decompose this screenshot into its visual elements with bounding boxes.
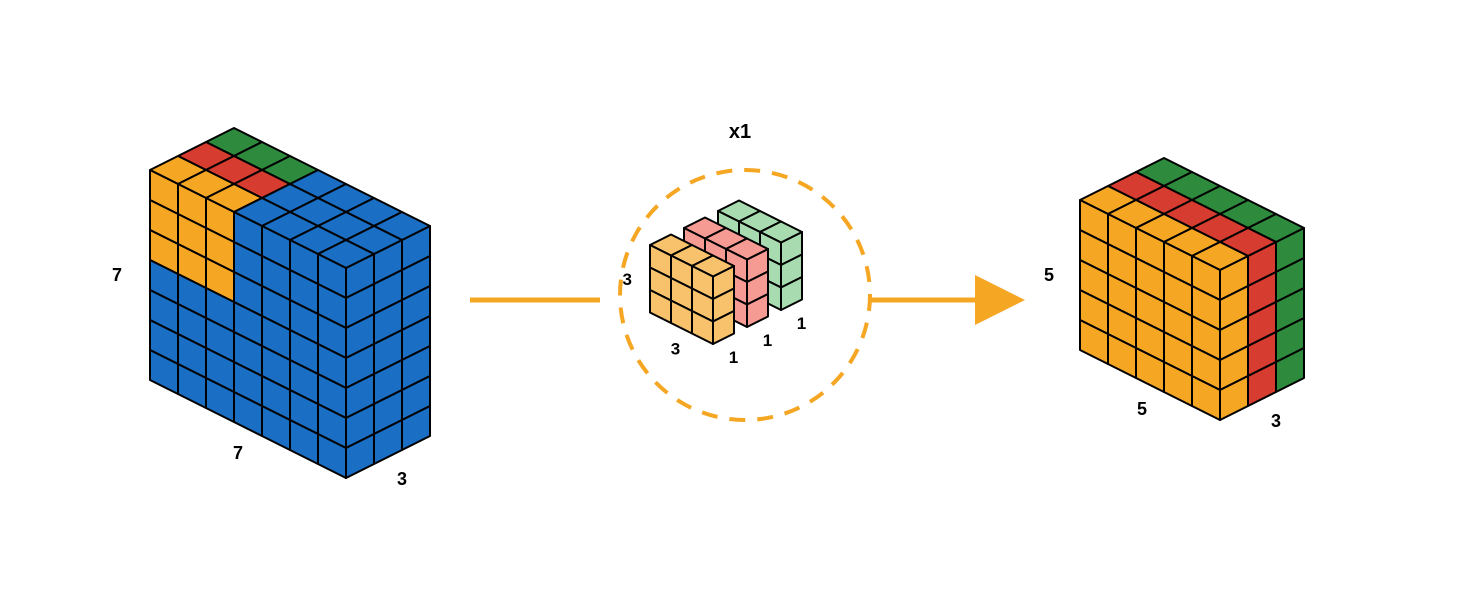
svg-text:3: 3: [623, 270, 632, 289]
svg-text:7: 7: [233, 443, 243, 463]
svg-text:1: 1: [763, 331, 772, 350]
svg-text:3: 3: [397, 469, 407, 489]
svg-text:7: 7: [112, 265, 122, 285]
input-tensor: [150, 128, 430, 478]
svg-text:3: 3: [671, 339, 680, 358]
svg-text:3: 3: [1271, 411, 1281, 431]
output-tensor: [1080, 158, 1304, 420]
svg-text:5: 5: [1137, 399, 1147, 419]
svg-text:5: 5: [1044, 265, 1054, 285]
filter-count-label: x1: [729, 121, 751, 143]
svg-text:1: 1: [729, 348, 738, 367]
svg-text:1: 1: [797, 314, 806, 333]
diagram-canvas: 7 7 3 x1 3 3 1 1 1 5 5 3: [0, 0, 1479, 597]
